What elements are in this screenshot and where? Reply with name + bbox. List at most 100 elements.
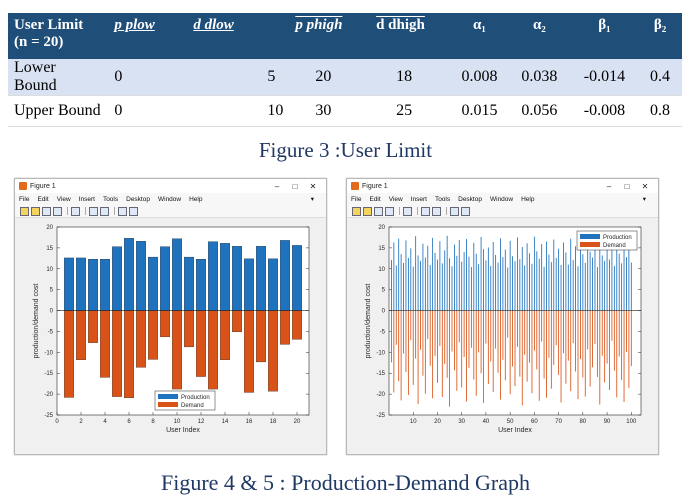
caption-figure-4-5: Figure 4 & 5 : Production-Demand Graph <box>160 470 531 495</box>
bar <box>244 258 254 311</box>
close-button[interactable]: ✕ <box>309 181 317 191</box>
x-tick-label: 70 <box>555 419 562 425</box>
menu-help[interactable]: Help <box>521 195 535 203</box>
bar <box>589 310 591 387</box>
open-folder-icon[interactable] <box>31 206 40 216</box>
menu-edit[interactable]: Edit <box>369 195 381 203</box>
menu-window[interactable]: Window <box>157 195 182 203</box>
bar <box>613 265 615 311</box>
menu-help[interactable]: Help <box>189 195 203 203</box>
bar <box>621 263 623 311</box>
menu-view[interactable]: View <box>388 195 403 203</box>
bar <box>390 310 392 363</box>
bar <box>256 310 266 363</box>
bar <box>196 259 206 311</box>
open-folder-icon[interactable] <box>363 206 372 216</box>
bar <box>422 310 424 376</box>
bar <box>548 310 550 358</box>
d-dlow-text: d dlow <box>193 17 234 33</box>
bar <box>613 310 615 371</box>
menu-file[interactable]: File <box>19 195 30 203</box>
bar <box>550 262 552 311</box>
bar <box>449 310 451 407</box>
bar <box>208 310 218 390</box>
menu-desktop[interactable]: Desktop <box>458 195 482 203</box>
bar <box>553 239 555 311</box>
bar <box>524 265 526 311</box>
menu-insert[interactable]: Insert <box>78 195 95 203</box>
print-icon[interactable] <box>53 206 62 216</box>
menu-desktop[interactable]: Desktop <box>126 195 150 203</box>
bar <box>492 310 494 393</box>
y-tick-label: 15 <box>46 246 53 252</box>
bar <box>504 310 506 381</box>
bar <box>410 310 412 341</box>
menu-window[interactable]: Window <box>489 195 514 203</box>
colorbar-icon[interactable] <box>89 206 98 216</box>
header-p-plow: p plow <box>108 13 188 59</box>
chevron-down-icon[interactable]: ▾ <box>642 196 646 203</box>
close-button[interactable]: ✕ <box>641 181 649 191</box>
bar <box>160 246 170 311</box>
link-plot-icon[interactable] <box>403 206 412 216</box>
menu-tools[interactable]: Tools <box>434 195 451 203</box>
x-tick-label: 8 <box>151 419 155 425</box>
bar <box>446 235 448 311</box>
menu-file[interactable]: File <box>351 195 362 203</box>
print-icon[interactable] <box>385 206 394 216</box>
menu-insert[interactable]: Insert <box>410 195 427 203</box>
bar <box>616 310 618 398</box>
bar <box>594 245 596 311</box>
maximize-button[interactable]: □ <box>624 181 630 191</box>
save-icon[interactable] <box>374 206 383 216</box>
header-d-dhigh: d dhigh <box>370 13 452 59</box>
bar <box>136 310 146 368</box>
header-alpha2: α₂ <box>507 13 571 59</box>
bar <box>628 310 630 388</box>
bar <box>478 264 480 311</box>
property-editor-icon[interactable] <box>461 206 470 216</box>
bar <box>473 242 475 311</box>
bar <box>400 254 402 311</box>
bar <box>521 310 523 406</box>
pointer-icon[interactable] <box>450 206 459 216</box>
bar <box>437 259 438 311</box>
y-tick-label: 10 <box>46 267 53 273</box>
property-editor-icon[interactable] <box>129 206 138 216</box>
x-tick-label: 16 <box>246 419 253 425</box>
figure-window-1: Figure 1 – □ ✕ File Edit View Insert Too… <box>14 178 327 455</box>
row-label: Upper Bound <box>8 95 109 127</box>
table-cell: -0.014 <box>570 59 639 96</box>
legend-icon[interactable] <box>100 206 109 216</box>
header-p-phigh: p phigh <box>289 13 371 59</box>
legend-swatch <box>580 242 600 247</box>
minimize-button[interactable]: – <box>274 181 280 191</box>
pointer-icon[interactable] <box>118 206 127 216</box>
bar <box>449 258 451 311</box>
bar <box>536 310 538 370</box>
bar <box>630 262 632 311</box>
legend-icon[interactable] <box>432 206 441 216</box>
chevron-down-icon[interactable]: ▾ <box>310 196 314 203</box>
bar <box>280 240 290 311</box>
maximize-button[interactable]: □ <box>292 181 298 191</box>
menu-view[interactable]: View <box>56 195 71 203</box>
y-tick-label: -20 <box>44 392 53 398</box>
table-cell: 0.008 <box>451 59 508 96</box>
menu-edit[interactable]: Edit <box>37 195 49 203</box>
bar <box>531 263 533 311</box>
bar <box>393 310 395 393</box>
menu-tools[interactable]: Tools <box>102 195 119 203</box>
save-icon[interactable] <box>42 206 51 216</box>
bar <box>100 259 110 311</box>
link-plot-icon[interactable] <box>71 206 80 216</box>
table-cell: 0.4 <box>638 59 682 96</box>
new-file-icon[interactable] <box>352 206 361 216</box>
minimize-button[interactable]: – <box>606 181 612 191</box>
colorbar-icon[interactable] <box>421 206 430 216</box>
table-cell: 18 <box>370 59 452 96</box>
bar <box>429 310 431 366</box>
bar <box>196 310 206 377</box>
new-file-icon[interactable] <box>20 206 29 216</box>
bar <box>606 310 608 364</box>
